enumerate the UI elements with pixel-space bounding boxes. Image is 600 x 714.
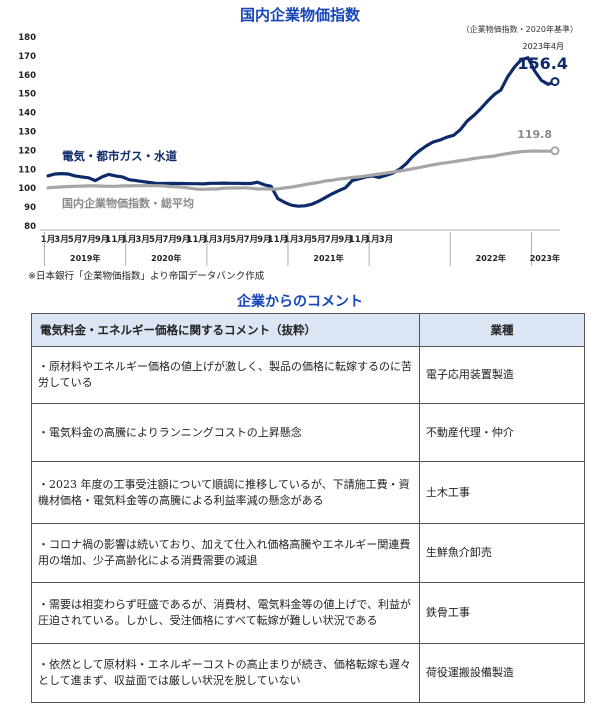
end-label-value: 156.4 [517, 54, 568, 73]
x-tick-label: 11月 [268, 235, 288, 245]
x-tick-label: 3月 [379, 235, 393, 245]
x-tick-label: 9月 [95, 235, 109, 245]
x-tick-label: 3月 [135, 235, 149, 245]
x-tick-label: 3月 [298, 235, 312, 245]
x-tick-label: 1月 [365, 235, 379, 245]
industry-cell: 不動産代理・仲介 [418, 403, 586, 462]
comment-cell: ・依然として原材料・エネルギーコストの高止まりが続き、価格転嫁も遅々として進まず… [31, 643, 420, 703]
source-note: ※日本銀行「企業物価指数」より帝国データバンク作成 [28, 271, 265, 282]
x-tick-label: 7月 [162, 235, 176, 245]
industry-cell: 土木工事 [418, 461, 586, 524]
comment-cell: ・電気料金の高騰によりランニングコストの上昇懸念 [31, 403, 420, 462]
end-label-date: 2023年4月 [523, 41, 564, 51]
x-tick-label: 5月 [149, 235, 163, 245]
x-year-label: 2021年 [313, 253, 343, 263]
x-tick-label: 3月 [217, 235, 231, 245]
x-tick-label: 9月 [338, 235, 352, 245]
y-tick-label: 160 [18, 71, 36, 81]
y-tick-label: 170 [18, 52, 36, 62]
series-line [46, 149, 557, 191]
comment-cell: ・コロナ禍の影響は続いており、加えて仕入れ価格高騰やエネルギー関連費用の増加、少… [31, 523, 420, 583]
industry-cell: 荷役運搬設備製造 [418, 643, 586, 703]
x-tick-label: 11月 [187, 235, 207, 245]
end-label-value: 119.8 [517, 128, 552, 141]
x-tick-label: 11月 [349, 235, 369, 245]
y-tick-label: 90 [24, 203, 36, 213]
y-tick-label: 120 [18, 146, 36, 156]
table-row: ・依然として原材料・エネルギーコストの高止まりが続き、価格転嫁も遅々として進まず… [31, 643, 586, 703]
series-end-marker [550, 146, 560, 156]
comments-table: 電気料金・エネルギー価格に関するコメント（抜粋） 業種 ・原材料やエネルギー価格… [31, 313, 586, 703]
x-tick-label: 5月 [311, 235, 325, 245]
comment-cell: ・原材料やエネルギー価格の値上げが激しく、製品の価格に転嫁するのに苦労している [31, 346, 420, 404]
x-year-label: 2019年 [70, 253, 100, 263]
table-header-row: 電気料金・エネルギー価格に関するコメント（抜粋） 業種 [31, 313, 586, 347]
comment-cell: ・2023 年度の工事受注額について順調に推移しているが、下請施工費・資機材価格… [31, 461, 420, 524]
y-tick-label: 180 [18, 33, 36, 43]
industry-cell: 生鮮魚介卸売 [418, 523, 586, 583]
y-tick-label: 150 [18, 90, 36, 100]
table-row: ・2023 年度の工事受注額について順調に推移しているが、下請施工費・資機材価格… [31, 461, 586, 524]
x-tick-label: 9月 [257, 235, 271, 245]
comment-cell: ・需要は相変わらず旺盛であるが、消費材、電気料金等の値上げで、利益が圧迫されてい… [31, 582, 420, 644]
chart-title: 国内企業物価指数 [239, 6, 360, 24]
x-tick-label: 7月 [81, 235, 95, 245]
x-tick-label: 1月 [284, 235, 298, 245]
table-row: ・需要は相変わらず旺盛であるが、消費材、電気料金等の値上げで、利益が圧迫されてい… [31, 582, 586, 644]
series-label: 国内企業物価指数・総平均 [62, 196, 194, 210]
x-year-label: 2022年 [476, 253, 506, 263]
x-tick-label: 11月 [105, 235, 125, 245]
industry-cell: 鉄骨工事 [418, 582, 586, 644]
x-tick-label: 5月 [68, 235, 82, 245]
y-tick-label: 110 [18, 165, 36, 175]
series-label: 電気・都市ガス・水道 [62, 149, 177, 163]
y-tick-label: 80 [24, 222, 36, 232]
table-row: ・コロナ禍の影響は続いており、加えて仕入れ価格高騰やエネルギー関連費用の増加、少… [31, 523, 586, 583]
comments-title: 企業からのコメント [237, 294, 363, 310]
x-tick-label: 1月 [41, 235, 55, 245]
header-comment: 電気料金・エネルギー価格に関するコメント（抜粋） [31, 313, 420, 347]
base-note: （企業物価指数・2020年基準） [461, 25, 578, 34]
series-end-marker [550, 77, 560, 87]
header-industry: 業種 [418, 313, 586, 347]
table-row: ・原材料やエネルギー価格の値上げが激しく、製品の価格に転嫁するのに苦労している … [31, 346, 586, 404]
y-tick-label: 100 [18, 184, 36, 194]
x-year-label: 2023年 [530, 253, 560, 263]
x-tick-label: 1月 [122, 235, 136, 245]
series-line [46, 56, 557, 208]
x-year-label: 2020年 [151, 253, 181, 263]
table-row: ・電気料金の高騰によりランニングコストの上昇懸念 不動産代理・仲介 [31, 403, 586, 462]
x-tick-label: 9月 [176, 235, 190, 245]
y-tick-label: 140 [18, 109, 36, 119]
x-tick-label: 7月 [325, 235, 339, 245]
x-tick-label: 5月 [230, 235, 244, 245]
y-tick-label: 130 [18, 128, 36, 138]
x-tick-label: 7月 [244, 235, 258, 245]
industry-cell: 電子応用装置製造 [418, 346, 586, 404]
x-tick-label: 1月 [203, 235, 217, 245]
x-tick-label: 3月 [54, 235, 68, 245]
